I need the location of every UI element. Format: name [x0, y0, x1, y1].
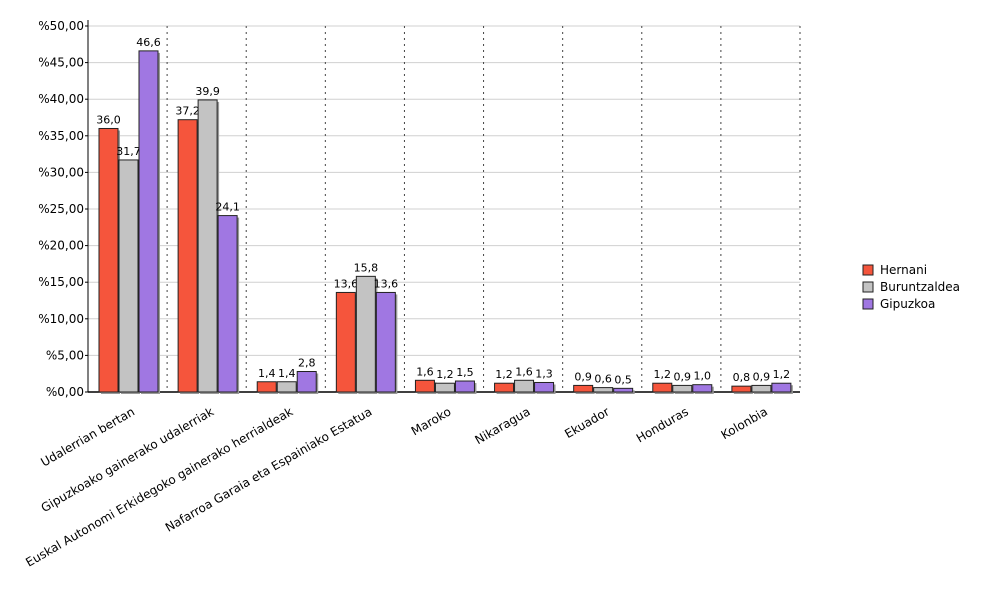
value-label: 46,6 [136, 36, 161, 49]
bar [692, 384, 713, 393]
value-label: 31,7 [116, 145, 141, 158]
value-label: 36,0 [96, 113, 121, 126]
y-tick-label: %50,00 [38, 19, 84, 33]
y-tick-label: %20,00 [38, 239, 84, 253]
legend-swatch [862, 298, 874, 310]
value-label: 13,6 [334, 277, 359, 290]
bar [276, 381, 297, 393]
x-tick-label: Maroko [409, 404, 454, 438]
bar [652, 382, 673, 393]
legend-swatch [862, 264, 874, 276]
value-label: 0,9 [674, 370, 692, 383]
value-label: 1,6 [515, 365, 533, 378]
value-label: 37,2 [175, 105, 200, 118]
bar [118, 159, 139, 393]
bar [217, 215, 238, 393]
y-tick-label: %35,00 [38, 129, 84, 143]
bar [672, 384, 693, 393]
x-tick-label: Ekuador [562, 404, 612, 441]
bar [256, 381, 277, 393]
bar [573, 384, 594, 393]
value-label: 0,9 [574, 370, 592, 383]
bar [296, 371, 317, 393]
bar [335, 291, 356, 393]
y-tick-label: %25,00 [38, 202, 84, 216]
y-tick-label: %10,00 [38, 312, 84, 326]
bar [197, 99, 218, 393]
legend-label: Gipuzkoa [880, 297, 935, 311]
legend-label: Hernani [880, 263, 927, 277]
bar [731, 385, 752, 393]
y-tick-label: %0,00 [46, 385, 84, 399]
bar [514, 379, 535, 393]
value-label: 0,8 [733, 371, 751, 384]
x-tick-label: Honduras [634, 404, 691, 445]
y-tick-label: %40,00 [38, 92, 84, 106]
value-label: 1,2 [436, 368, 454, 381]
value-label: 1,5 [456, 366, 474, 379]
bar [593, 387, 614, 393]
value-label: 1,6 [416, 365, 434, 378]
value-label: 1,2 [773, 368, 791, 381]
bar [751, 384, 772, 393]
value-label: 2,8 [298, 357, 316, 370]
value-label: 1,4 [258, 367, 276, 380]
bar [375, 291, 396, 393]
bar [138, 50, 159, 393]
y-tick-label: %15,00 [38, 275, 84, 289]
x-tick-label: Euskal Autonomi Erkidegoko gainerako her… [23, 404, 295, 569]
legend-label: Buruntzaldea [880, 280, 960, 294]
value-label: 0,9 [753, 370, 771, 383]
bar [414, 379, 435, 393]
bar [98, 127, 119, 393]
value-label: 1,2 [654, 368, 672, 381]
bar [494, 382, 515, 393]
value-label: 1,4 [278, 367, 296, 380]
y-tick-label: %5,00 [46, 348, 84, 362]
bar [613, 387, 634, 393]
value-label: 39,9 [195, 85, 220, 98]
bar [771, 382, 792, 393]
value-label: 1,2 [495, 368, 513, 381]
value-label: 0,6 [594, 373, 612, 386]
value-label: 15,8 [354, 261, 379, 274]
value-label: 24,1 [215, 201, 240, 214]
bar [355, 275, 376, 393]
x-tick-label: Kolonbia [719, 404, 770, 442]
value-label: 13,6 [374, 277, 399, 290]
bar [177, 119, 198, 393]
value-label: 1,0 [694, 370, 712, 383]
bar [454, 380, 475, 393]
value-label: 1,3 [535, 367, 553, 380]
x-tick-label: Nikaragua [473, 404, 533, 447]
legend-swatch [862, 281, 874, 293]
y-tick-label: %45,00 [38, 56, 84, 70]
y-tick-label: %30,00 [38, 165, 84, 179]
bar [534, 381, 555, 393]
value-label: 0,5 [614, 373, 632, 386]
bar [434, 382, 455, 393]
